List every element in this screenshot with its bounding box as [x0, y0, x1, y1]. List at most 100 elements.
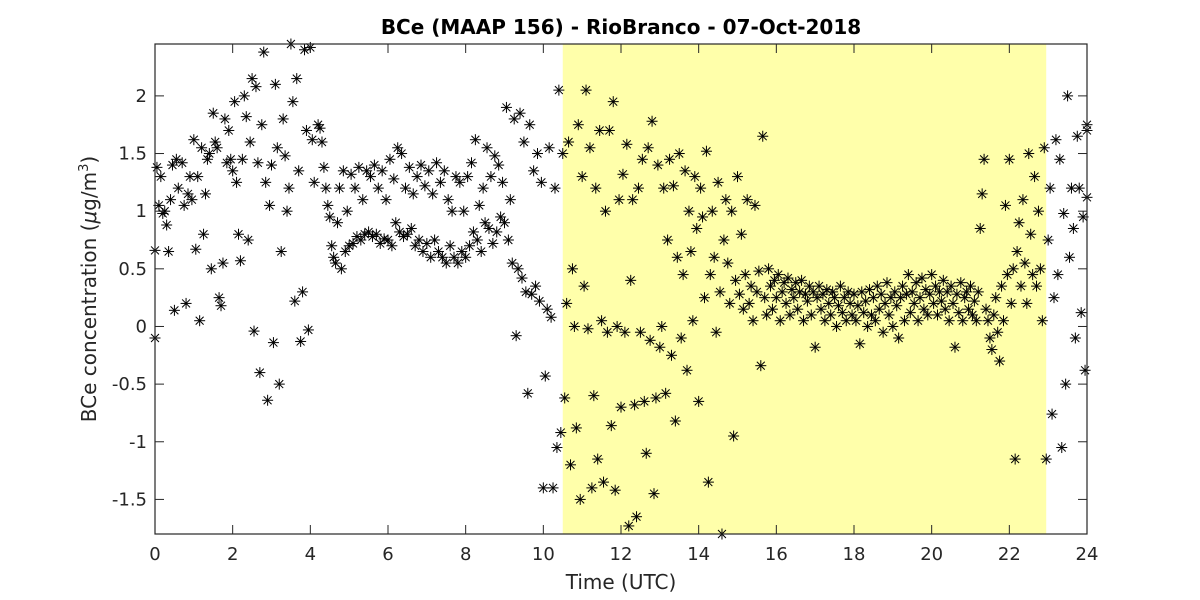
data-point — [603, 124, 615, 136]
data-point — [227, 165, 239, 177]
data-point — [281, 205, 293, 217]
data-point — [217, 257, 229, 269]
data-point — [733, 288, 745, 300]
data-point — [333, 182, 345, 194]
x-tick-label: 16 — [765, 544, 788, 565]
data-point — [856, 286, 868, 298]
data-point — [642, 142, 654, 154]
data-point — [662, 234, 674, 246]
data-point — [182, 188, 194, 200]
data-point — [1036, 315, 1048, 327]
data-point — [411, 171, 423, 183]
data-point — [751, 286, 763, 298]
data-point — [801, 295, 813, 307]
data-point — [332, 217, 344, 229]
data-point — [238, 90, 250, 102]
data-point — [399, 182, 411, 194]
data-point — [168, 304, 180, 316]
data-point — [658, 182, 670, 194]
data-point — [308, 176, 320, 188]
data-point — [199, 188, 211, 200]
data-point — [401, 228, 413, 240]
data-point — [165, 194, 177, 206]
data-point — [914, 292, 926, 304]
data-point — [421, 237, 433, 249]
data-point — [667, 180, 679, 192]
data-point — [289, 295, 301, 307]
data-point — [211, 142, 223, 154]
data-point — [675, 332, 687, 344]
data-point — [747, 315, 759, 327]
y-axis-label-exp: 3 — [77, 164, 92, 172]
data-point — [357, 194, 369, 206]
data-point — [252, 157, 264, 169]
x-tick-label: 6 — [382, 544, 393, 565]
data-point — [566, 263, 578, 275]
data-point — [302, 324, 314, 336]
data-point — [559, 392, 571, 404]
data-point — [405, 222, 417, 234]
data-point — [627, 194, 639, 206]
data-point — [1071, 130, 1083, 142]
data-point — [306, 134, 318, 146]
data-point — [386, 240, 398, 252]
data-point — [465, 157, 477, 169]
x-tick-label: 22 — [998, 544, 1021, 565]
data-point — [730, 274, 742, 286]
data-point — [638, 395, 650, 407]
data-point — [992, 326, 1004, 338]
data-point — [749, 199, 761, 211]
data-point — [188, 134, 200, 146]
data-point — [640, 447, 652, 459]
data-markers — [149, 38, 1093, 540]
x-tick-label: 2 — [227, 544, 238, 565]
data-point — [617, 168, 629, 180]
data-point — [629, 399, 641, 411]
data-point — [873, 303, 885, 315]
data-point — [553, 84, 565, 96]
data-point — [349, 182, 361, 194]
data-point — [471, 234, 483, 246]
data-point — [1017, 194, 1029, 206]
data-point — [372, 182, 384, 194]
data-point — [665, 349, 677, 361]
data-point — [1027, 269, 1039, 281]
data-point — [293, 165, 305, 177]
data-point — [475, 246, 487, 258]
data-point — [287, 96, 299, 108]
data-point — [831, 320, 843, 332]
x-tick-label: 8 — [460, 544, 471, 565]
data-point — [625, 274, 637, 286]
data-point — [403, 161, 415, 173]
data-point — [922, 309, 934, 321]
data-point — [875, 288, 887, 300]
data-point — [926, 269, 938, 281]
y-axis-label-unit: g/m — [77, 172, 101, 211]
data-point — [178, 199, 190, 211]
data-point — [693, 395, 705, 407]
data-point — [502, 234, 514, 246]
data-point — [887, 320, 899, 332]
data-point — [524, 119, 536, 131]
data-point — [215, 300, 227, 312]
data-point — [512, 263, 524, 275]
data-point — [485, 171, 497, 183]
data-point — [904, 307, 916, 319]
data-point — [681, 364, 693, 376]
data-point — [262, 394, 274, 406]
data-point — [829, 292, 841, 304]
data-point — [155, 171, 167, 183]
x-tick-label: 10 — [532, 544, 555, 565]
data-point — [671, 251, 683, 263]
data-point — [846, 309, 858, 321]
data-point — [576, 171, 588, 183]
data-point — [469, 134, 481, 146]
data-point — [877, 326, 889, 338]
data-point — [718, 234, 730, 246]
data-point — [320, 182, 332, 194]
data-point — [994, 355, 1006, 367]
data-point — [370, 228, 382, 240]
data-point — [920, 284, 932, 296]
data-point — [988, 309, 1000, 321]
data-point — [632, 182, 644, 194]
